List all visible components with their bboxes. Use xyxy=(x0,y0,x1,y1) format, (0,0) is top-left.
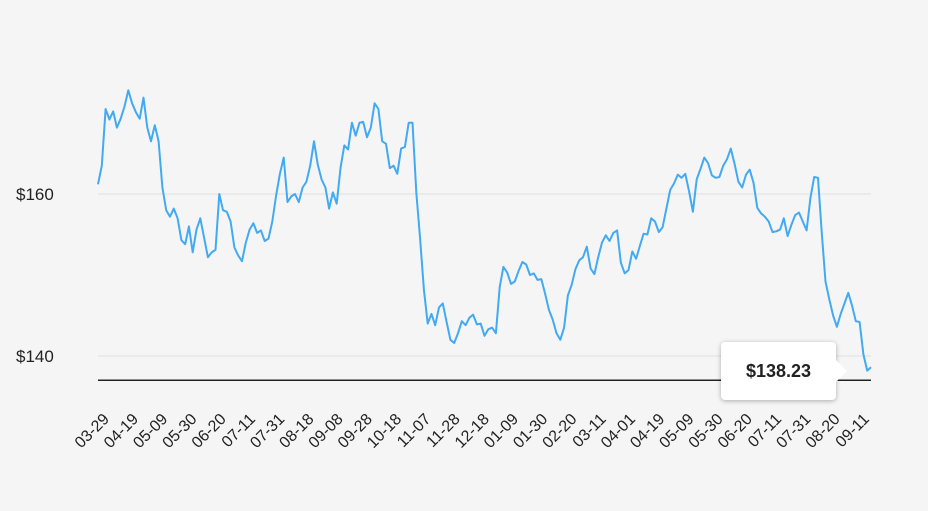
x-tick-label: 08-20 xyxy=(803,411,844,452)
x-tick-label: 10-18 xyxy=(364,411,405,452)
price-tooltip: $138.23 xyxy=(721,342,847,400)
x-tick-label: 02-20 xyxy=(540,411,581,452)
x-tick-label: 06-20 xyxy=(189,411,230,452)
x-tick-label: 06-20 xyxy=(715,411,756,452)
x-axis-tick-labels: 03-2904-1905-0905-3006-2007-1107-3108-18… xyxy=(72,411,873,452)
x-tick-label: 09-11 xyxy=(833,411,873,451)
tooltip-value: $138.23 xyxy=(745,360,812,381)
price-line xyxy=(97,89,872,372)
y-tick-label-140: $140 xyxy=(16,347,54,366)
y-tick-label-160: $160 xyxy=(16,185,54,204)
grid-lines xyxy=(98,193,871,357)
